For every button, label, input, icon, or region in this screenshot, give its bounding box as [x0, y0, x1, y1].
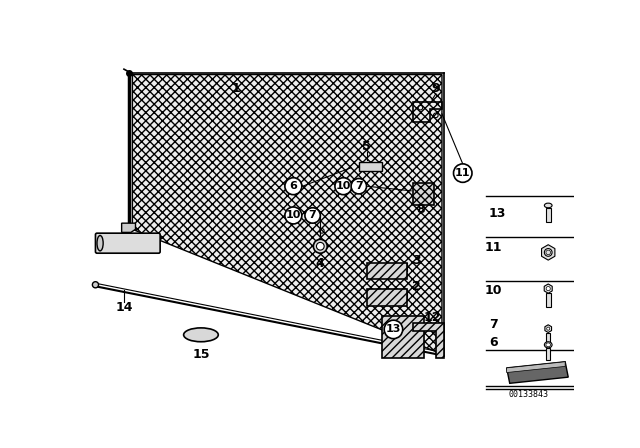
- Text: 14: 14: [115, 302, 132, 314]
- Text: 3: 3: [412, 254, 421, 267]
- Text: 11: 11: [455, 168, 470, 178]
- FancyBboxPatch shape: [547, 348, 550, 360]
- Text: 10: 10: [485, 284, 502, 297]
- Circle shape: [545, 249, 552, 256]
- Text: 00133843: 00133843: [509, 390, 549, 399]
- Text: 7: 7: [355, 181, 363, 191]
- Text: 1: 1: [231, 82, 240, 95]
- Ellipse shape: [545, 203, 552, 208]
- Circle shape: [305, 208, 320, 223]
- Circle shape: [335, 178, 352, 195]
- Text: 13: 13: [386, 324, 401, 334]
- Polygon shape: [132, 74, 442, 354]
- Ellipse shape: [545, 342, 552, 348]
- Circle shape: [316, 242, 324, 250]
- Polygon shape: [367, 263, 406, 279]
- Text: 15: 15: [192, 348, 210, 361]
- Text: 13: 13: [489, 207, 506, 220]
- Text: 10: 10: [285, 211, 301, 220]
- Ellipse shape: [546, 343, 550, 347]
- Circle shape: [314, 239, 327, 253]
- Text: 9: 9: [431, 82, 440, 95]
- Polygon shape: [122, 223, 136, 233]
- Polygon shape: [413, 323, 444, 358]
- Circle shape: [546, 250, 550, 255]
- FancyBboxPatch shape: [546, 293, 550, 307]
- Text: 7: 7: [489, 318, 498, 332]
- Circle shape: [454, 164, 472, 182]
- Text: 5: 5: [362, 140, 371, 153]
- Text: 7: 7: [308, 211, 316, 220]
- Polygon shape: [359, 162, 382, 171]
- Text: 6: 6: [489, 336, 498, 349]
- Ellipse shape: [97, 236, 103, 251]
- Polygon shape: [507, 362, 565, 373]
- Circle shape: [384, 320, 403, 339]
- Circle shape: [547, 327, 550, 330]
- Text: 2: 2: [412, 280, 421, 293]
- Circle shape: [285, 207, 302, 224]
- Circle shape: [351, 178, 367, 194]
- FancyBboxPatch shape: [547, 332, 550, 344]
- Ellipse shape: [184, 328, 218, 342]
- Polygon shape: [545, 325, 552, 332]
- Polygon shape: [541, 245, 555, 260]
- FancyBboxPatch shape: [95, 233, 160, 253]
- Text: 12: 12: [423, 310, 441, 323]
- FancyBboxPatch shape: [546, 208, 550, 222]
- Polygon shape: [507, 362, 568, 383]
- Polygon shape: [544, 284, 552, 293]
- Text: 11: 11: [485, 241, 502, 254]
- Circle shape: [285, 178, 302, 195]
- Text: 4: 4: [316, 257, 324, 270]
- Polygon shape: [382, 315, 424, 358]
- Text: 8: 8: [416, 203, 425, 216]
- Polygon shape: [413, 183, 435, 205]
- Text: 6: 6: [289, 181, 298, 191]
- Polygon shape: [367, 289, 406, 306]
- Circle shape: [546, 287, 550, 291]
- Circle shape: [92, 282, 99, 288]
- Text: 10: 10: [336, 181, 351, 191]
